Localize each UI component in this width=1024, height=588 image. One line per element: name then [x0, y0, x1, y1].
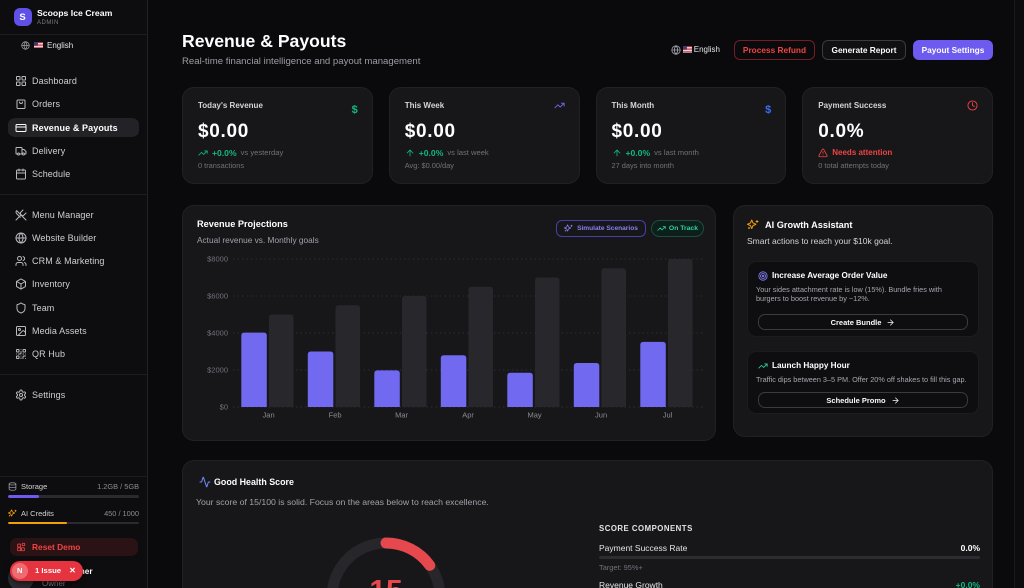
svg-text:Jul: Jul	[663, 411, 673, 420]
svg-text:Apr: Apr	[462, 411, 474, 420]
svg-text:$4000: $4000	[207, 329, 228, 338]
svg-text:Mar: Mar	[395, 411, 408, 420]
svg-text:$0: $0	[220, 403, 228, 412]
svg-text:15: 15	[369, 575, 402, 588]
svg-text:Jun: Jun	[595, 411, 607, 420]
svg-text:Jan: Jan	[263, 411, 275, 420]
svg-text:$6000: $6000	[207, 292, 228, 301]
svg-text:$2000: $2000	[207, 366, 228, 375]
svg-text:May: May	[528, 411, 542, 420]
svg-text:$8000: $8000	[207, 255, 228, 264]
svg-text:Feb: Feb	[329, 411, 342, 420]
